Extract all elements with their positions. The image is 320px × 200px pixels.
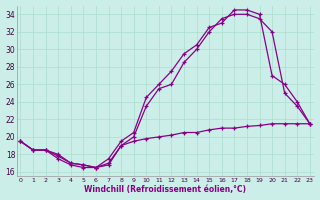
X-axis label: Windchill (Refroidissement éolien,°C): Windchill (Refroidissement éolien,°C) xyxy=(84,185,246,194)
